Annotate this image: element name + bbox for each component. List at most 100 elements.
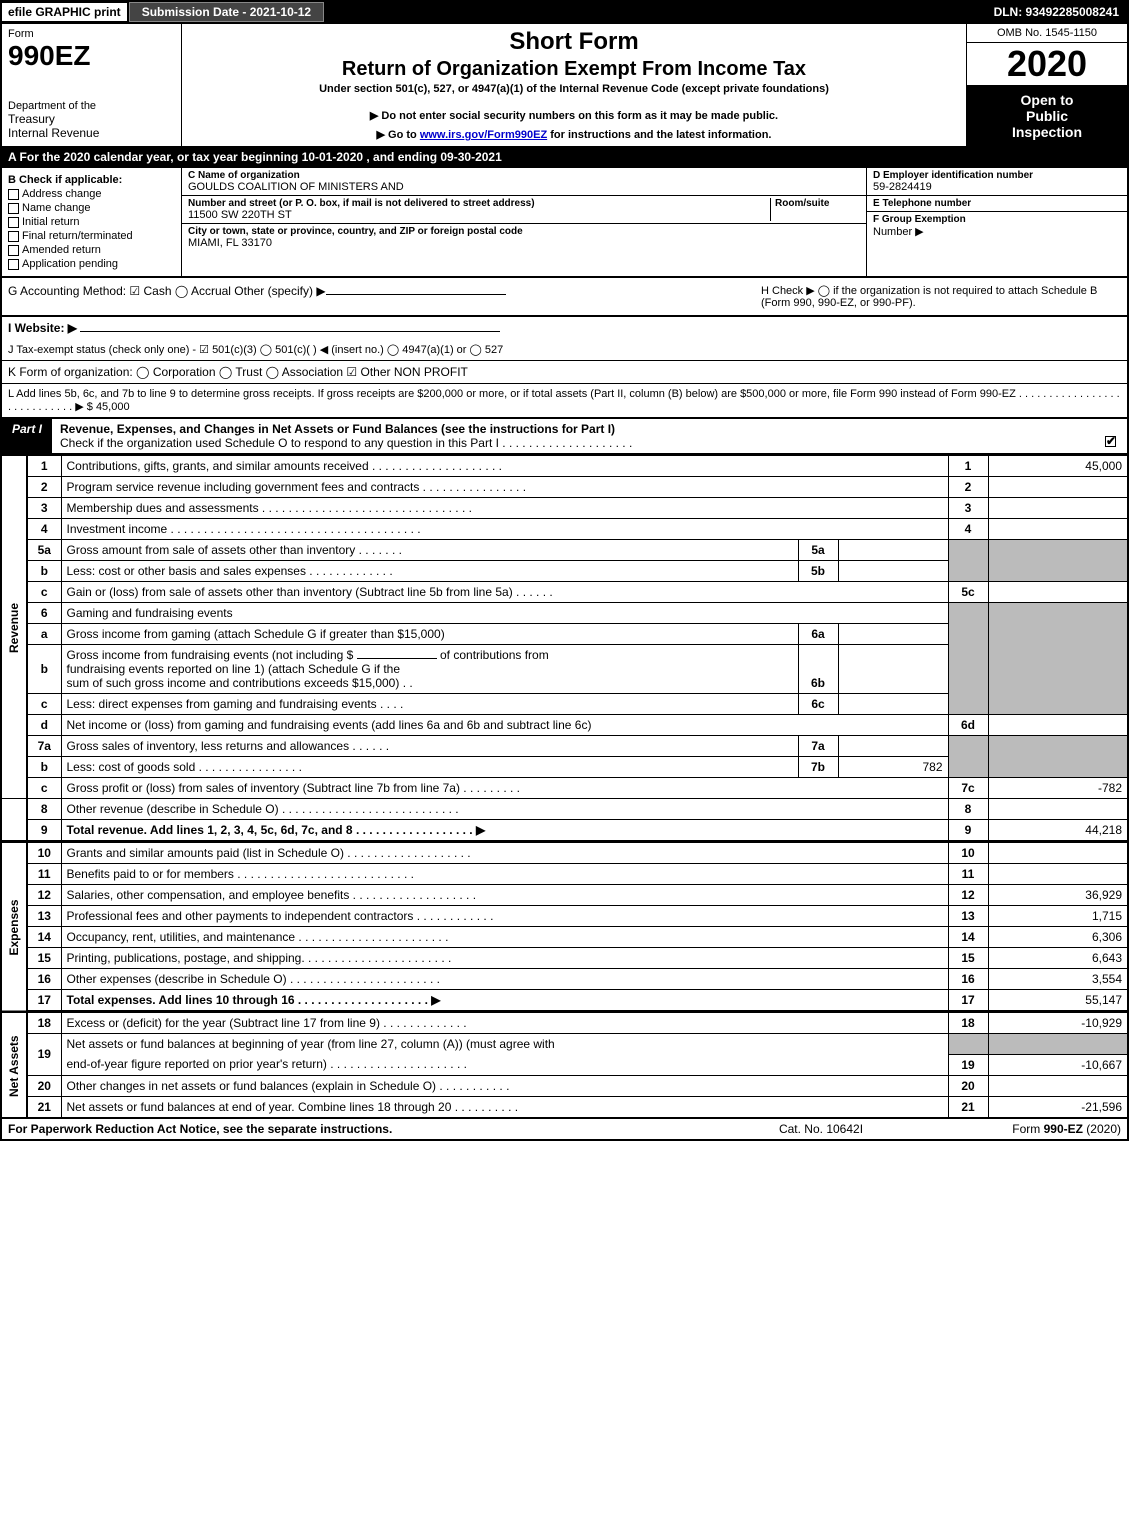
- form-ref-bold: 990-EZ: [1044, 1122, 1083, 1136]
- other-specify-blank[interactable]: [326, 294, 506, 295]
- efile-print-label[interactable]: efile GRAPHIC print: [2, 3, 127, 21]
- return-title: Return of Organization Exempt From Incom…: [190, 58, 958, 81]
- line-box: 17: [948, 990, 988, 1012]
- opt-name-change: Name change: [22, 202, 91, 214]
- line-desc: Total expenses. Add lines 10 through 16 …: [61, 990, 948, 1012]
- sub-val: [838, 540, 948, 561]
- line-desc: Gross income from gaming (attach Schedul…: [61, 624, 798, 645]
- line-num: 9: [27, 820, 61, 842]
- line-amount: [988, 519, 1128, 540]
- l6b-blank[interactable]: [357, 658, 437, 659]
- tax-year: 2020: [967, 43, 1127, 86]
- line-desc: Less: cost of goods sold . . . . . . . .…: [61, 757, 798, 778]
- table-row: 12 Salaries, other compensation, and emp…: [1, 885, 1128, 906]
- check-application-pending[interactable]: Application pending: [8, 258, 175, 270]
- dept-line-3: Internal Revenue: [8, 126, 175, 140]
- street-label: Number and street (or P. O. box, if mail…: [188, 198, 770, 209]
- side-label-revenue: Revenue: [1, 456, 27, 799]
- short-form-title: Short Form: [190, 28, 958, 56]
- shaded-cell: [988, 540, 1128, 582]
- table-row: 9 Total revenue. Add lines 1, 2, 3, 4, 5…: [1, 820, 1128, 842]
- table-row: 6 Gaming and fundraising events: [1, 603, 1128, 624]
- line-box: 4: [948, 519, 988, 540]
- opt-address-change: Address change: [22, 188, 102, 200]
- line-num: c: [27, 694, 61, 715]
- table-row: c Gross profit or (loss) from sales of i…: [1, 778, 1128, 799]
- line-box: 11: [948, 864, 988, 885]
- line-desc: Occupancy, rent, utilities, and maintena…: [61, 927, 948, 948]
- shaded-cell: [948, 736, 988, 778]
- dln-label: DLN: 93492285008241: [986, 3, 1127, 21]
- line-amount: [988, 799, 1128, 820]
- shaded-cell: [988, 1034, 1128, 1055]
- check-initial-return[interactable]: Initial return: [8, 216, 175, 228]
- line-num: 20: [27, 1075, 61, 1096]
- sub-val: [838, 736, 948, 757]
- line-desc: Gaming and fundraising events: [61, 603, 948, 624]
- line-num: 14: [27, 927, 61, 948]
- line-box: 15: [948, 948, 988, 969]
- line-num: a: [27, 624, 61, 645]
- org-name-label: C Name of organization: [188, 170, 860, 181]
- header-right: OMB No. 1545-1150 2020 Open to Public In…: [967, 24, 1127, 146]
- cat-number: Cat. No. 10642I: [721, 1122, 921, 1136]
- dept-line-2: Treasury: [8, 112, 175, 126]
- table-row: Net Assets 18 Excess or (deficit) for th…: [1, 1013, 1128, 1034]
- group-exemption-number: Number ▶: [873, 225, 1121, 238]
- sub-box: 7a: [798, 736, 838, 757]
- check-address-change[interactable]: Address change: [8, 188, 175, 200]
- side-label-net-assets: Net Assets: [1, 1013, 27, 1118]
- org-name-value: GOULDS COALITION OF MINISTERS AND: [188, 181, 860, 193]
- sub-val: [838, 645, 948, 694]
- city-label: City or town, state or province, country…: [188, 226, 860, 237]
- line-desc: end-of-year figure reported on prior yea…: [61, 1054, 948, 1075]
- check-final-return[interactable]: Final return/terminated: [8, 230, 175, 242]
- table-row: 14 Occupancy, rent, utilities, and maint…: [1, 927, 1128, 948]
- phone-label: E Telephone number: [873, 198, 1121, 209]
- check-amended-return[interactable]: Amended return: [8, 244, 175, 256]
- line-desc: Gain or (loss) from sale of assets other…: [61, 582, 948, 603]
- row-k-form-org: K Form of organization: ◯ Corporation ◯ …: [0, 361, 1129, 384]
- line-box: 18: [948, 1013, 988, 1034]
- street-value: 11500 SW 220TH ST: [188, 209, 770, 221]
- line-num: 19: [27, 1034, 61, 1076]
- footer: For Paperwork Reduction Act Notice, see …: [0, 1119, 1129, 1141]
- line-desc: Other expenses (describe in Schedule O) …: [61, 969, 948, 990]
- city-value: MIAMI, FL 33170: [188, 237, 860, 249]
- line-desc: Professional fees and other payments to …: [61, 906, 948, 927]
- check-name-change[interactable]: Name change: [8, 202, 175, 214]
- line-num: 4: [27, 519, 61, 540]
- inspection-word: Inspection: [971, 124, 1123, 140]
- l6b-part3: fundraising events reported on line 1) (…: [67, 662, 401, 676]
- line-box: 16: [948, 969, 988, 990]
- expenses-table: Expenses 10 Grants and similar amounts p…: [0, 842, 1129, 1012]
- website-blank[interactable]: [80, 331, 500, 332]
- sub-box: 6a: [798, 624, 838, 645]
- line-num: 15: [27, 948, 61, 969]
- table-row: 13 Professional fees and other payments …: [1, 906, 1128, 927]
- line-amount: 6,306: [988, 927, 1128, 948]
- line-amount: 3,554: [988, 969, 1128, 990]
- l6b-part1: Gross income from fundraising events (no…: [67, 648, 354, 662]
- line-num: d: [27, 715, 61, 736]
- l6b-part2: of contributions from: [440, 648, 549, 662]
- goto-link[interactable]: www.irs.gov/Form990EZ: [420, 129, 547, 141]
- line-box: 1: [948, 456, 988, 477]
- line-desc: Total revenue. Add lines 1, 2, 3, 4, 5c,…: [61, 820, 948, 842]
- row-a-tax-year: A For the 2020 calendar year, or tax yea…: [0, 148, 1129, 168]
- line-desc: Gross amount from sale of assets other t…: [61, 540, 798, 561]
- line-num: 13: [27, 906, 61, 927]
- table-row: d Net income or (loss) from gaming and f…: [1, 715, 1128, 736]
- part-1-schedule-o-check[interactable]: [1105, 436, 1116, 447]
- submission-date: Submission Date - 2021-10-12: [129, 2, 324, 22]
- shaded-cell: [948, 1034, 988, 1055]
- shaded-cell: [948, 603, 988, 715]
- table-row: 19 Net assets or fund balances at beginn…: [1, 1034, 1128, 1055]
- line-box: 12: [948, 885, 988, 906]
- sub-box: 6b: [798, 645, 838, 694]
- street-row: Number and street (or P. O. box, if mail…: [182, 196, 866, 224]
- line-desc: Gross income from fundraising events (no…: [61, 645, 798, 694]
- table-row: 11 Benefits paid to or for members . . .…: [1, 864, 1128, 885]
- l-amount: 45,000: [96, 401, 130, 413]
- line-num: 11: [27, 864, 61, 885]
